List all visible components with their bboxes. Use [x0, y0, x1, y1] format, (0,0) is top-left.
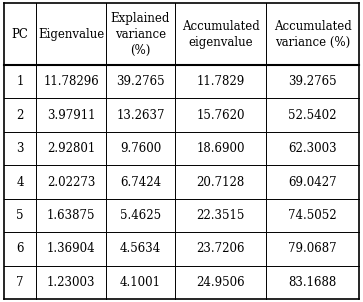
Text: 5.4625: 5.4625 — [120, 209, 161, 222]
Text: 1: 1 — [16, 75, 24, 88]
Text: 4.5634: 4.5634 — [120, 243, 161, 255]
Text: 39.2765: 39.2765 — [288, 75, 337, 88]
Text: Accumulated
variance (%): Accumulated variance (%) — [274, 20, 351, 49]
Text: 1.23003: 1.23003 — [47, 276, 95, 289]
Text: 39.2765: 39.2765 — [116, 75, 165, 88]
Text: 1.36904: 1.36904 — [47, 243, 95, 255]
Text: 62.3003: 62.3003 — [288, 142, 337, 155]
Text: 74.5052: 74.5052 — [288, 209, 337, 222]
Text: 7: 7 — [16, 276, 24, 289]
Text: 13.2637: 13.2637 — [116, 109, 165, 122]
Text: 52.5402: 52.5402 — [288, 109, 337, 122]
Text: 9.7600: 9.7600 — [120, 142, 161, 155]
Text: Accumulated
eigenvalue: Accumulated eigenvalue — [182, 20, 259, 49]
Text: 3: 3 — [16, 142, 24, 155]
Text: 2.92801: 2.92801 — [47, 142, 95, 155]
Text: 22.3515: 22.3515 — [196, 209, 245, 222]
Text: 11.78296: 11.78296 — [43, 75, 99, 88]
Text: 4.1001: 4.1001 — [120, 276, 161, 289]
Text: 18.6900: 18.6900 — [196, 142, 245, 155]
Text: 6: 6 — [16, 243, 24, 255]
Text: 83.1688: 83.1688 — [289, 276, 337, 289]
Text: 24.9506: 24.9506 — [196, 276, 245, 289]
Text: 1.63875: 1.63875 — [47, 209, 95, 222]
Text: 6.7424: 6.7424 — [120, 175, 161, 188]
Text: 20.7128: 20.7128 — [196, 175, 245, 188]
Text: 23.7206: 23.7206 — [196, 243, 245, 255]
Text: 15.7620: 15.7620 — [196, 109, 245, 122]
Text: Eigenvalue: Eigenvalue — [38, 27, 104, 40]
Text: 2.02273: 2.02273 — [47, 175, 95, 188]
Text: Explained
variance
(%): Explained variance (%) — [111, 11, 170, 56]
Text: 2: 2 — [16, 109, 24, 122]
Text: 69.0427: 69.0427 — [288, 175, 337, 188]
Text: 79.0687: 79.0687 — [288, 243, 337, 255]
Text: 4: 4 — [16, 175, 24, 188]
Text: PC: PC — [12, 27, 28, 40]
Text: 11.7829: 11.7829 — [196, 75, 245, 88]
Text: 3.97911: 3.97911 — [47, 109, 95, 122]
Text: 5: 5 — [16, 209, 24, 222]
